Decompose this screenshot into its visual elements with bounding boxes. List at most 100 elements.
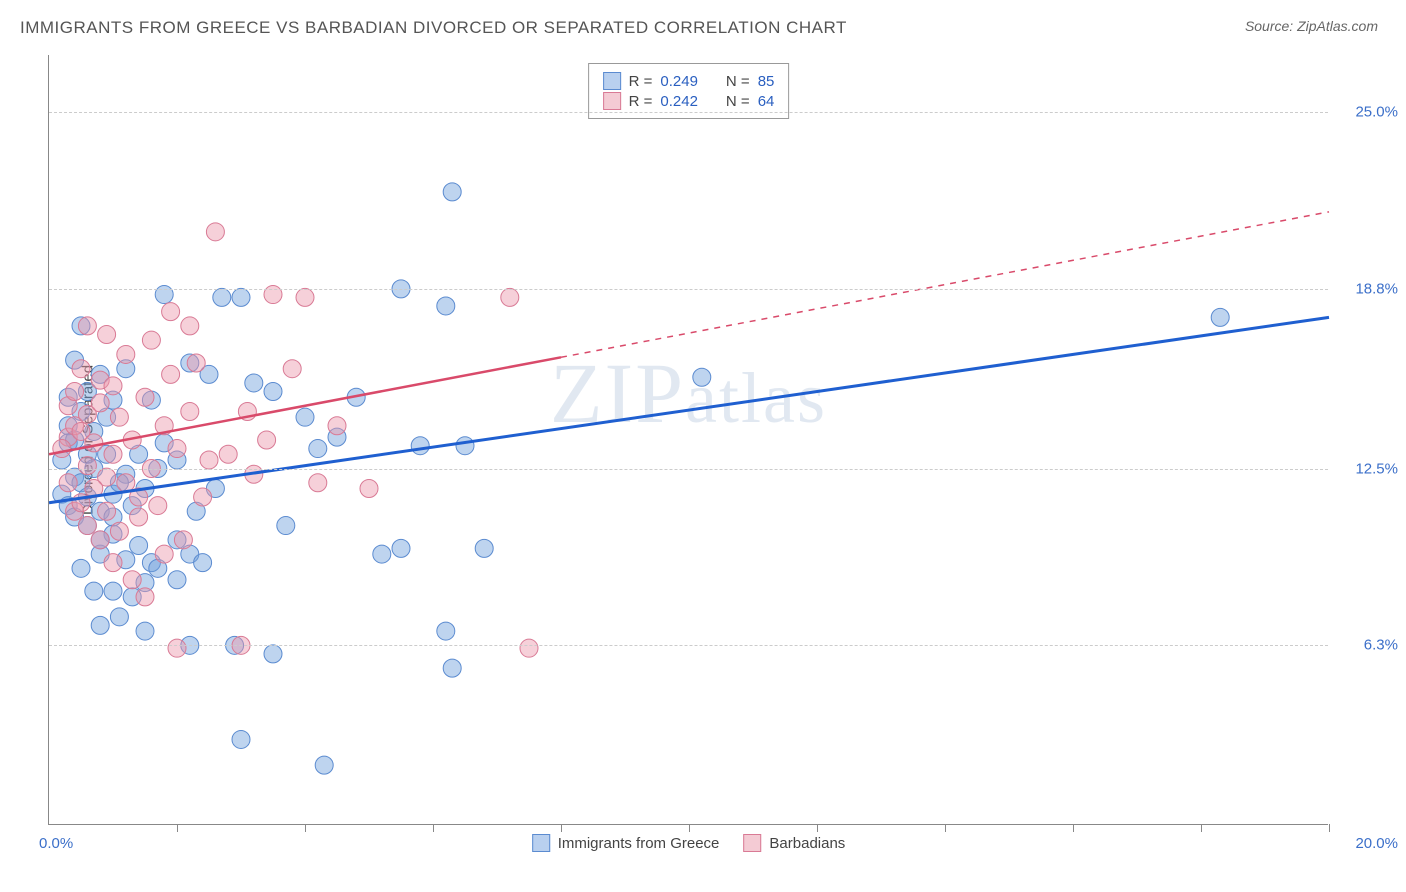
- data-point: [456, 437, 474, 455]
- data-point: [187, 354, 205, 372]
- y-tick-label: 25.0%: [1355, 104, 1398, 121]
- data-point: [296, 408, 314, 426]
- data-point: [98, 325, 116, 343]
- n-label: N =: [726, 93, 750, 110]
- data-point: [219, 445, 237, 463]
- data-point: [411, 437, 429, 455]
- data-point: [110, 608, 128, 626]
- data-point: [104, 554, 122, 572]
- data-point: [91, 531, 109, 549]
- data-point: [264, 645, 282, 663]
- x-tick: [1201, 824, 1202, 832]
- data-point: [104, 377, 122, 395]
- legend-item: Barbadians: [743, 834, 845, 852]
- gridline: [49, 469, 1328, 470]
- legend-swatch: [603, 72, 621, 90]
- data-point: [110, 408, 128, 426]
- data-point: [232, 288, 250, 306]
- data-point: [206, 223, 224, 241]
- data-point: [78, 317, 96, 335]
- data-point: [360, 479, 378, 497]
- data-point: [501, 288, 519, 306]
- data-point: [59, 474, 77, 492]
- data-point: [78, 457, 96, 475]
- data-point: [168, 571, 186, 589]
- n-label: N =: [726, 73, 750, 90]
- x-tick: [177, 824, 178, 832]
- data-point: [155, 545, 173, 563]
- legend-item: Immigrants from Greece: [532, 834, 720, 852]
- data-point: [264, 383, 282, 401]
- data-point: [78, 517, 96, 535]
- data-point: [200, 451, 218, 469]
- legend-label: Immigrants from Greece: [558, 835, 720, 852]
- data-point: [110, 522, 128, 540]
- y-tick-label: 18.8%: [1355, 280, 1398, 297]
- data-point: [232, 730, 250, 748]
- data-point: [1211, 308, 1229, 326]
- plot-area: Divorced or Separated ZIPatlas R =0.249N…: [48, 55, 1328, 825]
- data-point: [85, 434, 103, 452]
- legend-swatch: [743, 834, 761, 852]
- data-point: [296, 288, 314, 306]
- data-point: [245, 374, 263, 392]
- correlation-chart: IMMIGRANTS FROM GREECE VS BARBADIAN DIVO…: [0, 0, 1406, 892]
- legend-stats: R =0.249N =85R =0.242N =64: [588, 63, 790, 119]
- data-point: [475, 539, 493, 557]
- source-attribution: Source: ZipAtlas.com: [1245, 18, 1378, 34]
- gridline: [49, 289, 1328, 290]
- data-point: [98, 502, 116, 520]
- gridline: [49, 112, 1328, 113]
- legend-swatch: [603, 92, 621, 110]
- data-point: [373, 545, 391, 563]
- data-point: [136, 388, 154, 406]
- gridline: [49, 645, 1328, 646]
- data-point: [277, 517, 295, 535]
- data-point: [168, 639, 186, 657]
- legend-series: Immigrants from Greece Barbadians: [532, 834, 846, 852]
- x-axis-origin-label: 0.0%: [39, 835, 73, 852]
- data-point: [194, 554, 212, 572]
- data-point: [130, 537, 148, 555]
- x-tick: [689, 824, 690, 832]
- data-point: [309, 440, 327, 458]
- data-point: [443, 659, 461, 677]
- data-point: [85, 582, 103, 600]
- x-tick: [1073, 824, 1074, 832]
- r-label: R =: [629, 93, 653, 110]
- x-tick: [561, 824, 562, 832]
- data-point: [91, 394, 109, 412]
- x-axis-end-label: 20.0%: [1355, 835, 1398, 852]
- x-tick: [305, 824, 306, 832]
- data-point: [443, 183, 461, 201]
- x-tick: [433, 824, 434, 832]
- r-value: 0.249: [660, 73, 698, 90]
- x-tick: [945, 824, 946, 832]
- data-point: [194, 488, 212, 506]
- data-point: [53, 440, 71, 458]
- data-point: [181, 317, 199, 335]
- data-point: [437, 622, 455, 640]
- data-point: [149, 497, 167, 515]
- y-tick-label: 6.3%: [1364, 637, 1398, 654]
- data-point: [328, 417, 346, 435]
- data-point: [315, 756, 333, 774]
- r-value: 0.242: [660, 93, 698, 110]
- data-point: [174, 531, 192, 549]
- data-point: [72, 360, 90, 378]
- data-point: [213, 288, 231, 306]
- data-point: [104, 445, 122, 463]
- r-label: R =: [629, 73, 653, 90]
- legend-label: Barbadians: [769, 835, 845, 852]
- data-point: [91, 616, 109, 634]
- data-point: [123, 571, 141, 589]
- data-point: [104, 582, 122, 600]
- data-point: [168, 440, 186, 458]
- data-point: [258, 431, 276, 449]
- data-point: [181, 402, 199, 420]
- data-point: [142, 331, 160, 349]
- data-point: [309, 474, 327, 492]
- data-point: [72, 559, 90, 577]
- x-tick: [1329, 824, 1330, 832]
- data-point: [162, 365, 180, 383]
